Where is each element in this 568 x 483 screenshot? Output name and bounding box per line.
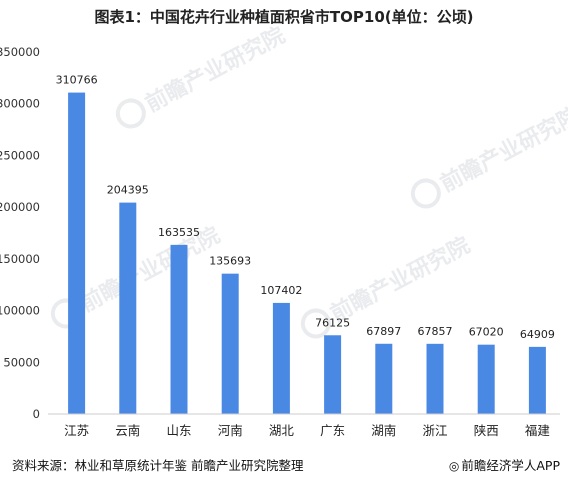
bar xyxy=(119,202,137,414)
bar xyxy=(68,92,86,414)
y-tick-label: 50000 xyxy=(3,355,40,369)
bar xyxy=(272,302,290,414)
watermark-text: 前瞻产业研究院 xyxy=(141,22,289,117)
watermark-text: 前瞻产业研究院 xyxy=(436,102,568,197)
bar-value-label: 76125 xyxy=(315,316,350,329)
x-tick-label: 云南 xyxy=(115,423,140,438)
bar-value-label: 64909 xyxy=(520,328,555,341)
brand-text: 前瞻经济学人APP xyxy=(461,458,560,473)
x-tick-label: 湖北 xyxy=(269,423,295,438)
watermark-text: 前瞻产业研究院 xyxy=(76,222,224,317)
y-tick-label: 300000 xyxy=(0,97,40,111)
bar xyxy=(221,273,239,414)
watermark-logo-icon xyxy=(410,178,441,209)
bars-layer: 310766 204395 163535 135693 107402 76125 67897… xyxy=(56,74,555,414)
bar xyxy=(375,343,393,414)
chart-title: 图表1：中国花卉行业种植面积省市TOP10(单位：公顷) xyxy=(94,8,474,26)
bar-value-label: 67857 xyxy=(418,325,453,338)
y-tick-label: 100000 xyxy=(0,304,40,318)
x-tick-label: 浙江 xyxy=(422,423,447,438)
bar-value-label: 310766 xyxy=(56,74,98,87)
bar xyxy=(477,344,495,414)
watermark-logo-icon xyxy=(115,98,146,129)
watermark: 前瞻产业研究院 xyxy=(410,102,568,209)
qianzhan-logo-icon: ◎ xyxy=(448,459,460,473)
y-tick-label: 200000 xyxy=(0,200,40,214)
x-tick-label: 广东 xyxy=(320,423,345,438)
bar-value-label: 204395 xyxy=(107,184,149,197)
y-axis: 0 50000 100000 150000 200000 250000 300000 3500… xyxy=(0,45,40,421)
x-tick-label: 福建 xyxy=(525,423,551,438)
source-note: 资料来源：林业和草原统计年鉴 前瞻产业研究院整理 xyxy=(12,458,304,473)
watermark-text: 前瞻产业研究院 xyxy=(326,232,474,327)
bar-value-label: 135693 xyxy=(209,255,251,268)
watermark-logo-icon xyxy=(300,308,331,339)
x-tick-label: 江苏 xyxy=(64,423,89,438)
x-tick-label: 河南 xyxy=(218,423,243,438)
y-tick-label: 250000 xyxy=(0,148,40,162)
bar-value-label: 107402 xyxy=(260,284,302,297)
y-tick-label: 350000 xyxy=(0,45,40,59)
x-tick-label: 山东 xyxy=(166,423,191,438)
bar xyxy=(170,244,188,414)
x-tick-label: 陕西 xyxy=(474,423,499,438)
bar-value-label: 67020 xyxy=(469,326,504,339)
bar xyxy=(426,343,444,414)
watermark: 前瞻产业研究院 xyxy=(115,22,289,129)
bar xyxy=(528,346,546,414)
bar-value-label: 67897 xyxy=(366,325,401,338)
y-tick-label: 150000 xyxy=(0,252,40,266)
bar-value-label: 163535 xyxy=(158,226,200,239)
x-axis: 江苏 云南 山东 河南 湖北 广东 湖南 浙江 陕西 福建 xyxy=(48,413,560,438)
brand-label: ◎ 前瞻经济学人APP xyxy=(449,455,560,474)
bar xyxy=(324,335,342,414)
y-tick-label: 0 xyxy=(33,407,40,421)
x-tick-label: 湖南 xyxy=(371,423,396,438)
